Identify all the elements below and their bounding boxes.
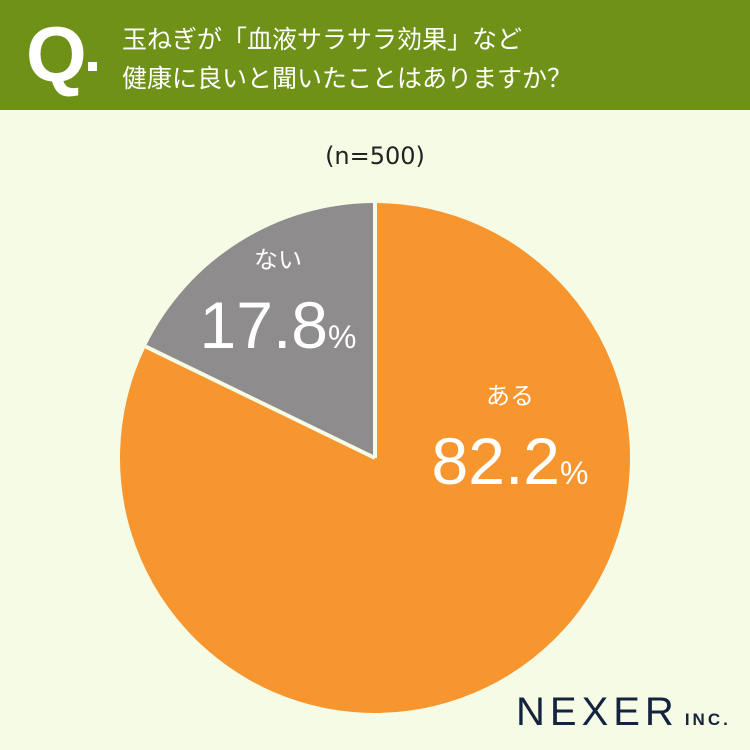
title-line-1: 玉ねぎが「血液サラサラ効果」など xyxy=(122,25,523,54)
logo-name: NEXER xyxy=(516,690,679,734)
q-dot xyxy=(88,62,97,71)
value-label-0: 82.2% xyxy=(432,424,589,498)
question-title: 玉ねぎが「血液サラサラ効果」など 健康に良いと聞いたことはありますか？ xyxy=(122,20,572,98)
q-mark: Q xyxy=(26,10,87,98)
title-line-2: 健康に良いと聞いたことはありますか？ xyxy=(122,64,573,93)
category-label-1: ない xyxy=(254,246,302,274)
sample-size: (n=500) xyxy=(325,142,425,170)
slice-separator-1 xyxy=(144,344,376,460)
pie-slice-1 xyxy=(145,203,375,458)
question-header: Q 玉ねぎが「血液サラサラ効果」など 健康に良いと聞いたことはありますか？ xyxy=(0,0,750,110)
category-label-0: ある xyxy=(486,382,534,410)
nexer-logo: NEXER INC. xyxy=(516,690,731,735)
value-label-1: 17.8% xyxy=(200,288,357,362)
logo-suffix: INC. xyxy=(684,710,731,729)
